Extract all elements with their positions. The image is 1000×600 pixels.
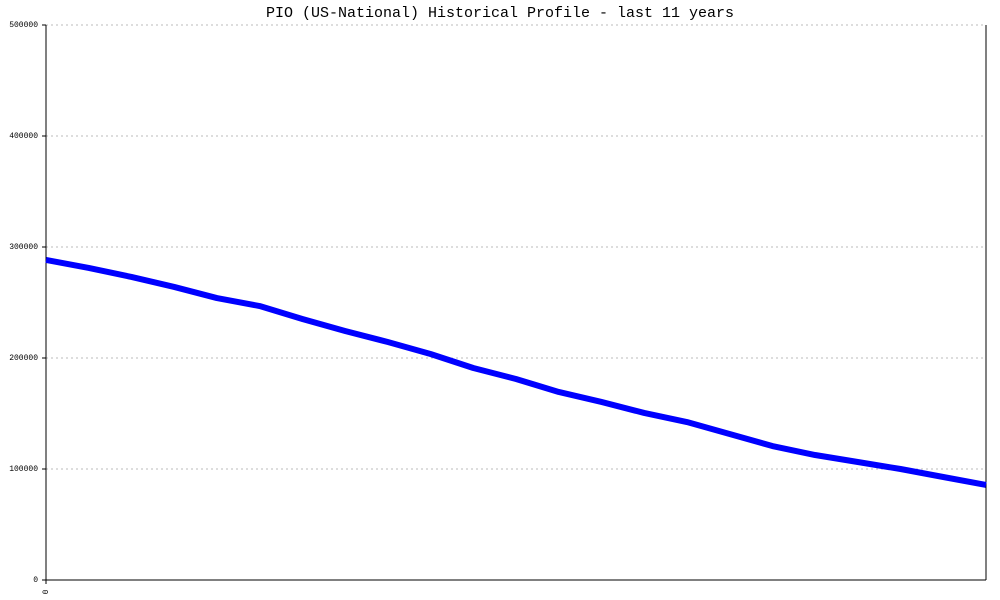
series-line [45, 257, 987, 488]
y-tick-label: 200000 [9, 354, 38, 363]
y-tick-label: 400000 [9, 132, 38, 141]
x-tick-label: 0 [42, 589, 51, 594]
y-tick-label: 300000 [9, 243, 38, 252]
chart-title: PIO (US-National) Historical Profile - l… [266, 5, 734, 22]
y-tick-label: 100000 [9, 465, 38, 474]
y-tick-label: 0 [33, 576, 38, 585]
y-tick-label: 500000 [9, 21, 38, 30]
